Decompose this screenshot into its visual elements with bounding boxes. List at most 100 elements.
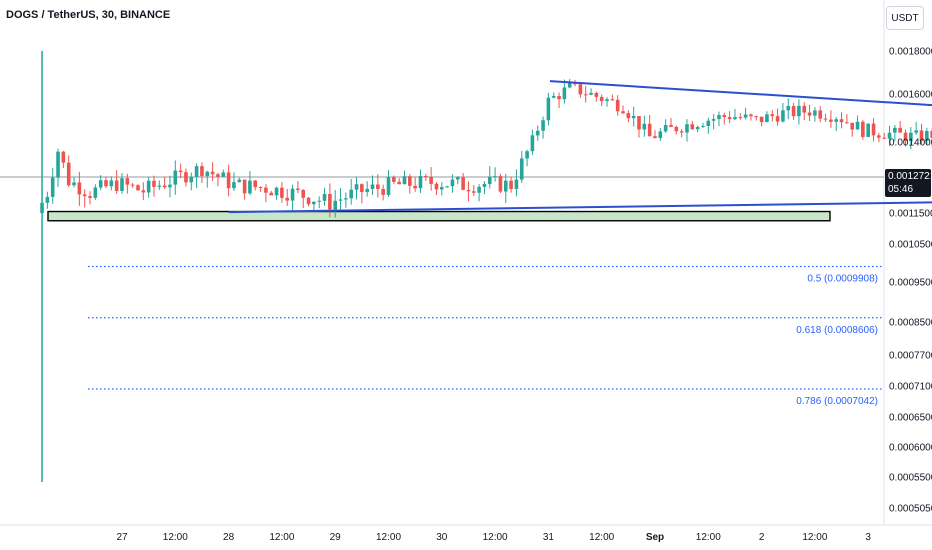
candle-body [839,119,844,123]
candle-body [498,176,503,192]
candle-body [104,180,108,187]
candle-body [269,192,274,196]
candle-body [413,185,417,189]
time-tick-label: 12:00 [802,532,827,543]
price-axis[interactable]: 0.0018000 0.0016000 0.0014000 0.0011500 0.00… [889,47,932,515]
candle-body [685,124,689,133]
candle-body [669,124,673,127]
candle-body [455,177,460,180]
candle-body [749,114,753,117]
candle-body [45,196,50,203]
candle-body [109,180,114,187]
support-zone-rectangle[interactable] [47,210,831,222]
candle-body [328,194,332,210]
fib-levels[interactable]: 0.5 (0.0009908) 0.618 (0.0008606) 0.786 (0… [88,265,884,407]
candle-body [216,174,220,177]
candle-body [136,185,140,191]
time-tick-label: Sep [646,532,664,543]
candle-body [157,185,162,187]
time-tick-label: 12:00 [696,532,721,543]
candle-body [781,110,785,122]
candle-body [333,200,337,210]
candle-body [807,112,812,116]
candle-body [882,137,886,139]
candle-body [253,180,258,188]
price-tick-label: 0.0007100 [889,382,932,393]
candle-body [802,105,807,113]
candle-body [397,181,401,185]
time-tick-label: 29 [330,532,342,543]
candle-body [866,123,870,137]
price-tick-label: 0.0007700 [889,351,932,362]
candle-body [727,117,732,120]
candle-body [237,179,242,183]
candle-body [381,188,385,195]
candle-body [248,180,252,194]
candle-body [386,177,391,195]
candle-body [823,118,828,120]
candle-body [770,114,775,117]
time-tick-label: 28 [223,532,235,543]
price-tick-label: 0.0005050 [889,504,932,515]
candle-body [408,176,412,186]
candle-body [365,188,369,192]
candle-body [274,187,279,196]
candle-body [72,182,76,186]
candle-body [440,187,444,190]
candle-body [829,119,833,122]
candle-body [679,131,684,133]
candle-body [98,180,103,188]
candle-body [695,126,700,130]
triangle-lower-trendline[interactable] [228,191,932,214]
candle-body [717,115,721,120]
time-tick-label: 12:00 [376,532,401,543]
candle-body [599,96,604,102]
time-tick-label: 31 [543,532,555,543]
candle-body [893,127,897,133]
candle-body [674,126,679,132]
candle-body [312,201,316,205]
triangle-upper-trendline[interactable] [549,80,932,195]
time-axis[interactable]: 27 12:00 28 12:00 29 12:00 30 12:00 31 12:00 Sep 12… [116,532,871,543]
candle-body [162,185,167,188]
candle-body [189,176,194,183]
time-tick-label: 12:00 [483,532,508,543]
candle-body [301,189,306,198]
price-tick-label: 0.0006000 [889,443,932,454]
candle-body [594,92,599,97]
candle-body [125,178,130,185]
candle-body [242,179,247,194]
time-tick-label: 12:00 [589,532,614,543]
price-tick-label: 0.0009500 [889,278,932,289]
time-tick-label: 27 [116,532,128,543]
candle-body [690,124,695,130]
candle-body [903,132,908,142]
fib-level-label: 0.618 (0.0008606) [796,325,878,336]
candle-body [663,124,668,132]
time-tick-label: 12:00 [163,532,188,543]
candle-body [130,184,135,186]
candle-body [173,170,178,185]
candle-body [567,82,572,88]
last-price-value: 0.0012721 [888,171,932,182]
candle-body [818,110,823,119]
candle-body [850,122,855,130]
candle-body [791,106,796,117]
candle-body [61,151,66,163]
candle-body [168,184,172,188]
time-tick-label: 12:00 [269,532,294,543]
candle-body [775,116,780,122]
candle-body [77,182,82,195]
candle-body [583,94,588,96]
candle-body [93,187,98,198]
candle-body [306,197,311,205]
price-tick-label: 0.0006500 [889,413,932,424]
currency-button[interactable]: USDT [886,6,924,30]
candle-body [797,105,801,117]
candle-body [898,127,902,133]
candle-body [205,171,210,177]
candle-body [658,131,663,139]
candle-body [210,171,215,175]
candle-body [743,114,748,118]
